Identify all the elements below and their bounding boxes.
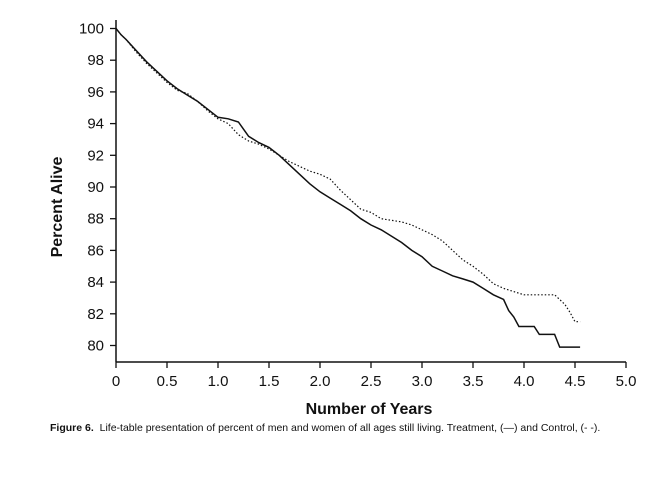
x-tick-label: 5.0 [616,373,637,390]
y-tick-label: 86 [87,242,104,259]
y-tick-label: 98 [87,52,104,69]
y-tick-label: 90 [87,179,104,196]
axes [115,20,626,363]
x-ticks: 0 0.5 1.0 1.5 2.0 2.5 3.0 3.5 4.0 4.5 5.0 [112,362,637,390]
x-tick-label: 0 [112,373,120,390]
x-tick-label: 1.0 [208,373,229,390]
y-tick-label: 80 [87,338,104,355]
y-tick-label: 94 [87,116,104,133]
y-tick-label: 100 [79,21,104,38]
y-tick-label: 96 [87,84,104,101]
x-tick-label: 1.5 [259,373,280,390]
x-tick-label: 3.5 [463,373,484,390]
x-tick-label: 2.0 [310,373,331,390]
y-tick-label: 92 [87,147,104,164]
x-tick-label: 3.0 [412,373,433,390]
y-tick-label: 88 [87,211,104,228]
figure-caption: Figure 6. Life-table presentation of per… [50,422,650,435]
y-tick-label: 82 [87,306,104,323]
caption-text: Life-table presentation of percent of me… [99,422,601,434]
series-line-control [115,28,581,323]
x-tick-label: 2.5 [361,373,382,390]
x-axis-title: Number of Years [306,401,433,418]
survival-chart: 0 0.5 1.0 1.5 2.0 2.5 3.0 3.5 4.0 4.5 5.0 80 82 84 86… [49,20,637,418]
x-tick-label: 4.0 [514,373,535,390]
caption-label: Figure 6. [50,422,94,434]
x-tick-label: 0.5 [157,373,178,390]
series-line-treatment [115,28,581,348]
y-ticks: 80 82 84 86 88 90 92 94 96 98 100 [79,21,116,355]
x-tick-label: 4.5 [565,373,586,390]
series-layer [115,28,581,348]
y-axis-title: Percent Alive [49,157,66,258]
y-tick-label: 84 [87,274,104,291]
